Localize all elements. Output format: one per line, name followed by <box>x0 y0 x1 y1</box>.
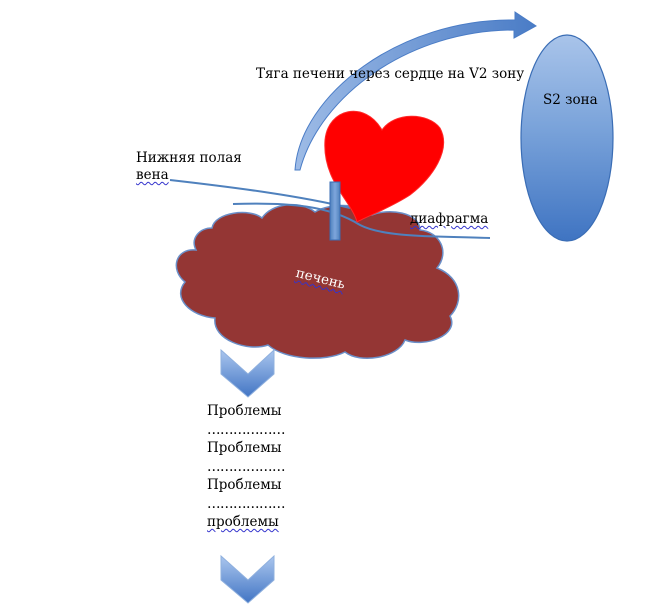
problems-item-2: Проблемы <box>207 440 282 456</box>
ivc-label-line1: Нижняя полая <box>136 150 242 166</box>
liver-cloud <box>175 203 460 359</box>
heart-shape <box>324 110 445 223</box>
diaphragm-line <box>232 202 491 239</box>
problems-list: Проблемы ……………… Проблемы ……………… Проблемы… <box>207 402 297 532</box>
problems-dots-3: ……………… <box>207 495 286 512</box>
problems-item-1: Проблемы <box>207 403 282 419</box>
vena-cava-bar <box>329 181 341 241</box>
problems-dots-1: ……………… <box>207 421 286 438</box>
curved-arrow <box>294 11 537 171</box>
s2-zone-oval <box>520 34 614 242</box>
s2-zone-label: S2 зона <box>543 92 598 108</box>
down-chevron-bottom <box>220 554 275 604</box>
problems-item-3: Проблемы <box>207 477 282 493</box>
problems-item-4: проблемы <box>207 514 279 530</box>
down-chevron-top <box>220 348 275 398</box>
diaphragm-label: диафрагма <box>410 211 489 227</box>
ivc-label-line2: вена <box>136 167 169 183</box>
traction-label: Тяга печени через сердце на V2 зону <box>256 66 525 82</box>
problems-dots-2: ……………… <box>207 458 286 475</box>
